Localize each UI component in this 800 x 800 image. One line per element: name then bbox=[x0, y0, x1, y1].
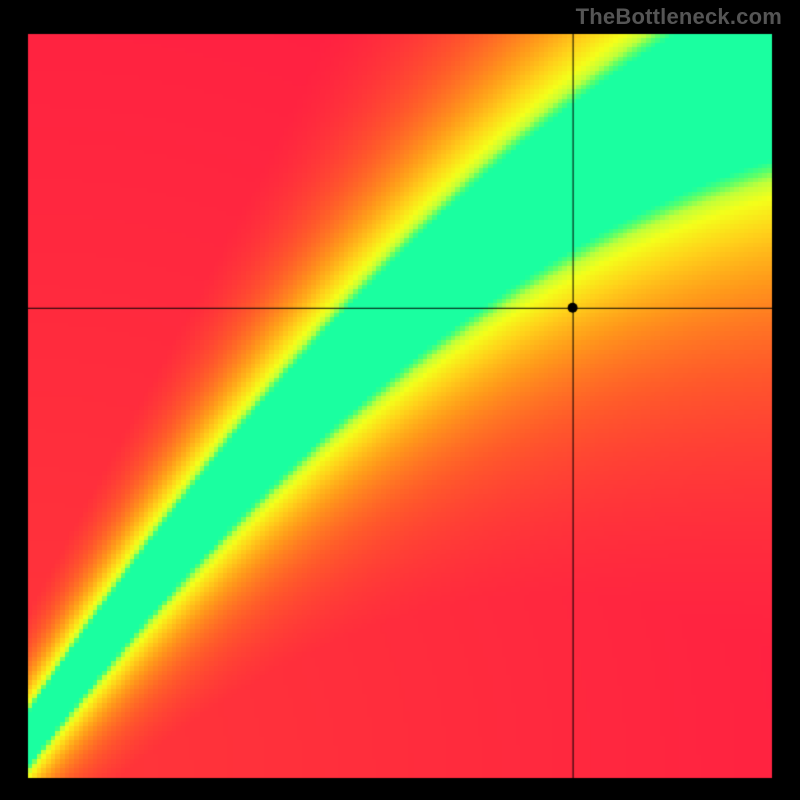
watermark-label: TheBottleneck.com bbox=[576, 4, 782, 30]
chart-container: TheBottleneck.com bbox=[0, 0, 800, 800]
heatmap-canvas bbox=[0, 0, 800, 800]
